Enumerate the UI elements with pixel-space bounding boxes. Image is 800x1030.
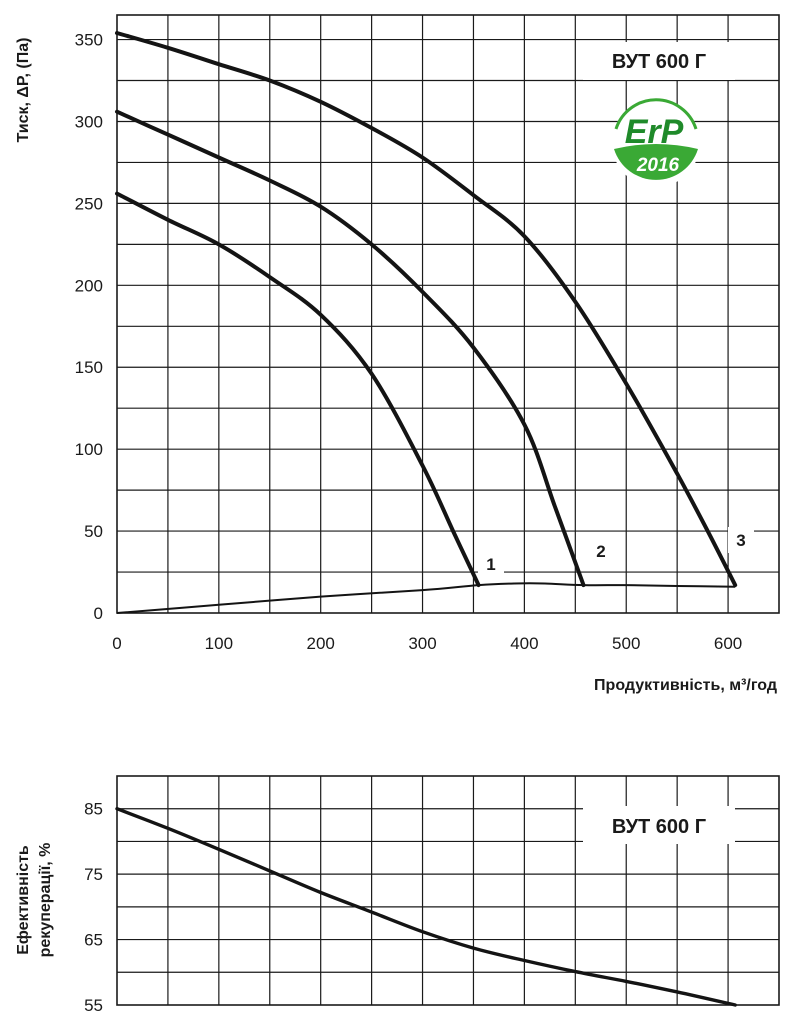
x-tick-label: 400 bbox=[510, 634, 538, 653]
x-tick-label: 300 bbox=[408, 634, 436, 653]
efficiency-title: ВУТ 600 Г bbox=[612, 816, 706, 838]
erp-green-base bbox=[614, 144, 698, 180]
x-tick-label: 100 bbox=[205, 634, 233, 653]
y-tick-label: 65 bbox=[84, 931, 103, 950]
pressure-title-box bbox=[583, 42, 735, 80]
pressure-y-axis-title: Тиск, ΔP, (Па) bbox=[15, 38, 32, 143]
y-tick-label: 300 bbox=[75, 112, 103, 131]
curve-label-2: 2 bbox=[596, 542, 605, 561]
pressure-title: ВУТ 600 Г bbox=[612, 51, 706, 73]
erp-2016-badge: ErP 2016 bbox=[612, 98, 700, 187]
pressure-curve-3 bbox=[115, 31, 738, 588]
efficiency-y-axis-title-line2: рекуперації, % bbox=[37, 843, 54, 958]
curve-label-3: 3 bbox=[736, 531, 745, 550]
y-tick-label: 55 bbox=[84, 996, 103, 1015]
erp-year-text: 2016 bbox=[636, 155, 680, 176]
y-tick-label: 50 bbox=[84, 522, 103, 541]
y-tick-label: 250 bbox=[75, 194, 103, 213]
y-tick-label: 85 bbox=[84, 800, 103, 819]
x-tick-label: 600 bbox=[714, 634, 742, 653]
y-tick-label: 150 bbox=[75, 358, 103, 377]
erp-arc-top bbox=[614, 98, 698, 130]
y-tick-label: 75 bbox=[84, 865, 103, 884]
y-tick-label: 350 bbox=[75, 31, 103, 50]
x-tick-label: 500 bbox=[612, 634, 640, 653]
label-bg-2 bbox=[588, 537, 614, 563]
pressure-x-axis-title: Продуктивність, м³/год bbox=[594, 677, 777, 694]
x-tick-label: 0 bbox=[112, 634, 121, 653]
x-tick-label: 200 bbox=[307, 634, 335, 653]
pressure-y-ticks: 0 50 100 150 200 250 300 350 bbox=[75, 31, 103, 623]
curve-label-1: 1 bbox=[486, 555, 495, 574]
y-tick-label: 0 bbox=[94, 604, 103, 623]
pressure-curve-1 bbox=[115, 191, 481, 588]
efficiency-series bbox=[115, 807, 737, 1007]
pressure-curve-2 bbox=[115, 109, 586, 588]
efficiency-y-axis-title-line1: Ефективність bbox=[15, 845, 32, 955]
efficiency-plot-frame bbox=[116, 775, 780, 1006]
efficiency-title-box bbox=[583, 806, 735, 844]
pressure-chart: ВУТ 600 Г ErP 2016 1 2 3 0 50 100 150 200 250… bbox=[15, 14, 780, 694]
efficiency-chart: ВУТ 600 Г 55 65 75 85 Ефективність рекупера… bbox=[15, 775, 780, 1015]
pressure-x-ticks: 0 100 200 300 400 500 600 bbox=[112, 634, 742, 653]
pressure-plot-frame bbox=[116, 14, 780, 614]
efficiency-curve bbox=[115, 807, 737, 1007]
label-bg-3 bbox=[728, 527, 754, 553]
erp-text: ErP bbox=[625, 113, 684, 151]
y-tick-label: 200 bbox=[75, 276, 103, 295]
efficiency-y-ticks: 55 65 75 85 bbox=[84, 800, 103, 1015]
y-tick-label: 100 bbox=[75, 440, 103, 459]
label-bg-1 bbox=[478, 550, 504, 576]
operating-limit-line bbox=[116, 582, 736, 614]
pressure-series bbox=[115, 31, 738, 614]
